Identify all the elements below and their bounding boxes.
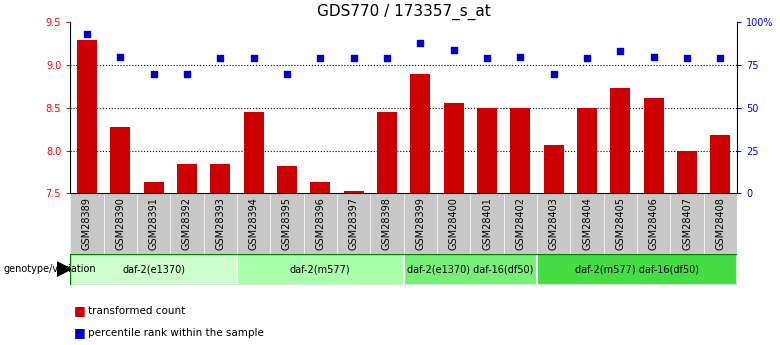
Point bbox=[480, 56, 493, 61]
Point bbox=[314, 56, 327, 61]
Point bbox=[347, 56, 360, 61]
Bar bbox=[444, 103, 463, 193]
Bar bbox=[243, 112, 264, 193]
Bar bbox=[410, 73, 431, 193]
Text: GSM28404: GSM28404 bbox=[582, 197, 592, 250]
Text: ■: ■ bbox=[74, 326, 86, 339]
Text: ■: ■ bbox=[74, 304, 86, 317]
Bar bbox=[237, 254, 403, 285]
Polygon shape bbox=[57, 262, 71, 276]
Point bbox=[681, 56, 693, 61]
Title: GDS770 / 173357_s_at: GDS770 / 173357_s_at bbox=[317, 3, 491, 20]
Bar bbox=[677, 150, 697, 193]
Text: GSM28394: GSM28394 bbox=[249, 197, 259, 250]
Bar bbox=[144, 182, 164, 193]
Text: GSM28405: GSM28405 bbox=[615, 197, 626, 250]
Bar bbox=[70, 254, 237, 285]
Bar bbox=[711, 135, 730, 193]
Bar bbox=[77, 39, 97, 193]
Text: GSM28400: GSM28400 bbox=[448, 197, 459, 250]
Point bbox=[181, 71, 193, 76]
Point bbox=[381, 56, 393, 61]
Bar bbox=[537, 254, 737, 285]
Point bbox=[114, 54, 126, 59]
Bar bbox=[510, 108, 530, 193]
Bar bbox=[344, 191, 363, 193]
Text: GSM28391: GSM28391 bbox=[148, 197, 158, 250]
Bar bbox=[110, 127, 130, 193]
Bar bbox=[477, 108, 497, 193]
Text: GSM28397: GSM28397 bbox=[349, 197, 359, 250]
Text: percentile rank within the sample: percentile rank within the sample bbox=[88, 328, 264, 338]
Text: GSM28408: GSM28408 bbox=[715, 197, 725, 250]
Point bbox=[714, 56, 727, 61]
Text: genotype/variation: genotype/variation bbox=[4, 264, 97, 274]
Text: GSM28403: GSM28403 bbox=[548, 197, 558, 250]
Text: GSM28406: GSM28406 bbox=[649, 197, 659, 250]
Point bbox=[448, 47, 460, 52]
Text: daf-2(m577): daf-2(m577) bbox=[290, 264, 350, 274]
Text: GSM28392: GSM28392 bbox=[182, 197, 192, 250]
Text: GSM28402: GSM28402 bbox=[516, 197, 526, 250]
Text: GSM28389: GSM28389 bbox=[82, 197, 92, 250]
Bar bbox=[310, 182, 330, 193]
Point bbox=[147, 71, 160, 76]
Bar bbox=[403, 254, 537, 285]
Text: daf-2(m577) daf-16(df50): daf-2(m577) daf-16(df50) bbox=[575, 264, 699, 274]
Point bbox=[514, 54, 526, 59]
Text: GSM28407: GSM28407 bbox=[682, 197, 692, 250]
Text: transformed count: transformed count bbox=[88, 306, 186, 315]
Bar bbox=[544, 145, 564, 193]
Point bbox=[281, 71, 293, 76]
Text: GSM28393: GSM28393 bbox=[215, 197, 225, 250]
Text: daf-2(e1370) daf-16(df50): daf-2(e1370) daf-16(df50) bbox=[407, 264, 534, 274]
Point bbox=[614, 49, 626, 54]
Bar bbox=[577, 108, 597, 193]
Point bbox=[647, 54, 660, 59]
Text: GSM28396: GSM28396 bbox=[315, 197, 325, 250]
Point bbox=[581, 56, 594, 61]
Bar bbox=[277, 166, 297, 193]
Text: GSM28401: GSM28401 bbox=[482, 197, 492, 250]
Bar bbox=[611, 88, 630, 193]
Text: GSM28390: GSM28390 bbox=[115, 197, 126, 250]
Point bbox=[548, 71, 560, 76]
Text: daf-2(e1370): daf-2(e1370) bbox=[122, 264, 185, 274]
Bar bbox=[211, 164, 230, 193]
Point bbox=[247, 56, 260, 61]
Point bbox=[214, 56, 226, 61]
Point bbox=[414, 40, 427, 46]
Text: GSM28399: GSM28399 bbox=[415, 197, 425, 250]
Text: GSM28395: GSM28395 bbox=[282, 197, 292, 250]
Text: GSM28398: GSM28398 bbox=[382, 197, 392, 250]
Bar bbox=[377, 112, 397, 193]
Bar bbox=[177, 164, 197, 193]
Point bbox=[80, 32, 93, 37]
Bar bbox=[644, 98, 664, 193]
